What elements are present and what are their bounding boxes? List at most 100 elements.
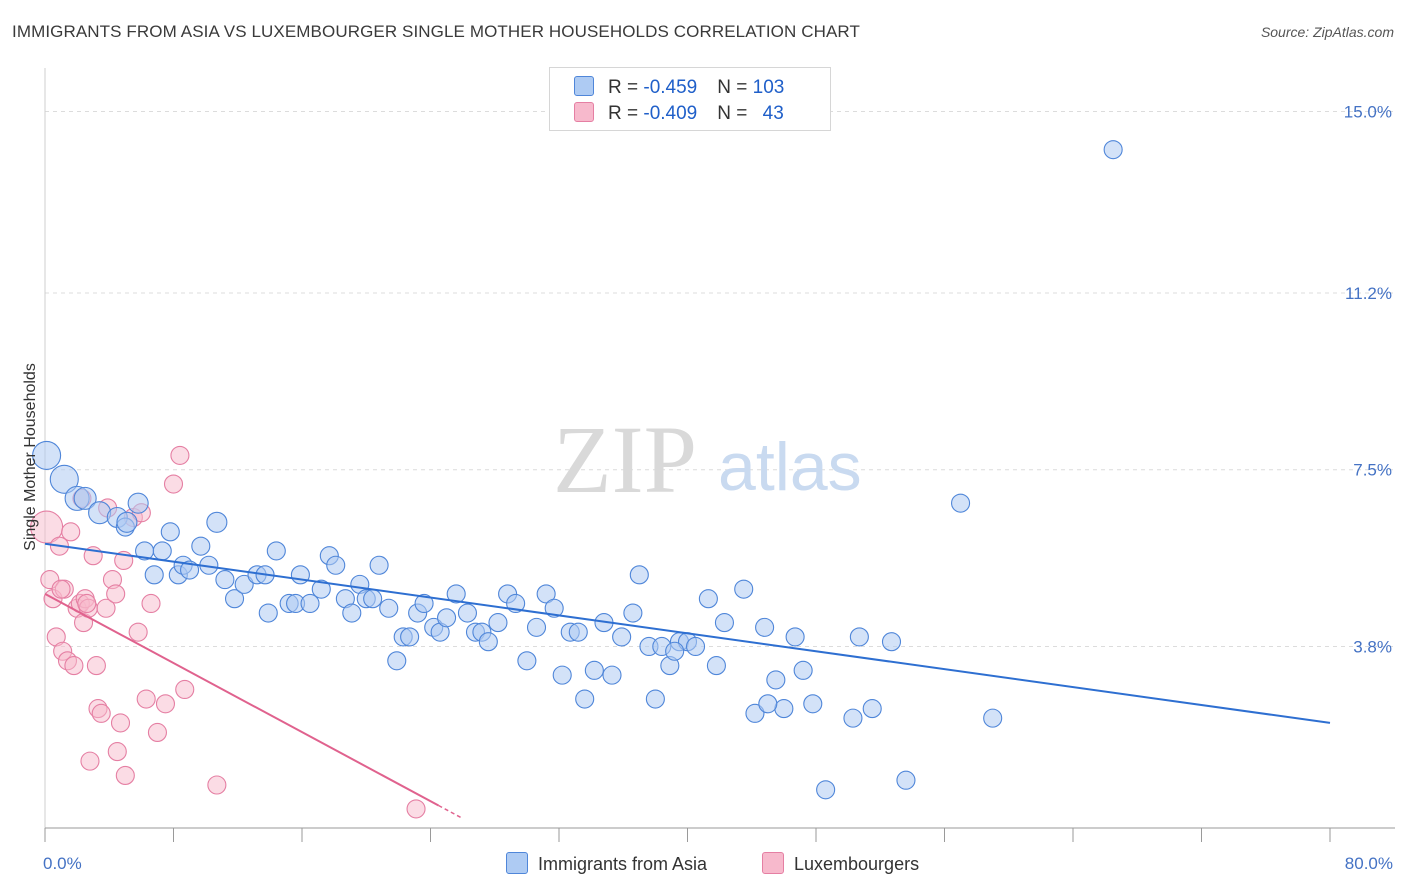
asia-point [457, 603, 477, 623]
luxembourgers-point [51, 579, 71, 599]
asia-point [326, 555, 346, 575]
asia-point [32, 440, 62, 470]
asia-point [896, 770, 916, 790]
luxembourgers-point [80, 751, 100, 771]
asia-trend-line [44, 542, 1331, 724]
luxembourgers-point [77, 593, 97, 614]
asia-point [73, 486, 97, 510]
asia-point [645, 689, 665, 709]
luxembourgers-point [155, 694, 176, 714]
watermark-atlas: atlas [718, 429, 862, 505]
asia-point [816, 780, 836, 800]
luxembourgers-trend-line [44, 593, 440, 807]
luxembourgers-point [96, 598, 116, 618]
legend-n-value: 43 [762, 103, 784, 124]
asia-point [629, 565, 649, 585]
legend-n-label: N = [717, 103, 753, 124]
asia-point [685, 636, 706, 657]
source-label: Source: ZipAtlas.com [1260, 24, 1394, 40]
luxembourgers-point [207, 775, 227, 795]
asia-point [951, 493, 971, 513]
legend-r-label: R = [608, 77, 644, 98]
asia-point [437, 608, 457, 628]
asia-point [526, 617, 547, 637]
trend-lines [44, 542, 1331, 820]
asia-point [785, 627, 805, 647]
asia-point [311, 579, 331, 599]
asia-point [152, 541, 172, 561]
asia-point [706, 656, 726, 676]
bottom-legend-label: Luxembourgers [794, 854, 920, 874]
legend-row-asia: R = -0.459 N = 103 [574, 76, 784, 100]
y-tick-label: 3.8% [1353, 637, 1392, 656]
asia-point [234, 574, 254, 594]
y-axis-label: Single Mother Households [22, 363, 39, 551]
luxembourgers-point [91, 703, 111, 723]
legend-swatch-asia [574, 76, 594, 96]
bottom-legend-label: Immigrants from Asia [538, 854, 708, 874]
asia-point [745, 703, 765, 723]
asia-point [206, 511, 228, 533]
chart-title: IMMIGRANTS FROM ASIA VS LUXEMBOURGER SIN… [12, 22, 860, 41]
legend-r-label: R = [608, 103, 644, 124]
bottom-legend-luxembourgers[interactable]: Luxembourgers [762, 852, 919, 875]
y-tick-labels: 3.8% 7.5% 11.2% 15.0% [1344, 102, 1392, 656]
asia-point [843, 708, 863, 728]
asia-point [127, 492, 149, 514]
asia-point [803, 694, 823, 714]
asia-point [849, 627, 869, 647]
asia-point [1103, 140, 1123, 160]
luxembourgers-point [163, 474, 184, 494]
luxembourgers-point [170, 445, 190, 465]
asia-point [258, 603, 278, 623]
bottom-legend-asia[interactable]: Immigrants from Asia [506, 852, 707, 875]
grid-lines [45, 110, 1395, 647]
asia-points [32, 140, 1123, 800]
asia-point [602, 665, 622, 685]
asia-point [766, 670, 786, 690]
asia-point [758, 694, 778, 714]
y-tick-label: 7.5% [1353, 461, 1392, 480]
asia-point [544, 598, 564, 618]
asia-point [734, 579, 754, 599]
asia-point [881, 632, 902, 652]
luxembourgers-point [136, 689, 156, 709]
asia-point [49, 464, 79, 494]
asia-point [793, 660, 813, 680]
luxembourgers-point [61, 522, 81, 542]
asia-point [387, 651, 407, 671]
x-tick-labels: 0.0% 80.0% [43, 854, 1393, 873]
asia-point [698, 589, 718, 609]
asia-point [983, 708, 1003, 728]
asia-point [116, 511, 138, 533]
asia-point [517, 651, 537, 671]
watermark-zip: ZIP [553, 406, 697, 513]
luxembourgers-point [147, 722, 167, 743]
asia-point [369, 555, 389, 575]
y-tick-label: 11.2% [1345, 284, 1392, 303]
asia-point [575, 689, 595, 709]
legend-r-value: -0.409 [643, 103, 698, 124]
correlation-legend: R = -0.459 N = 103 R = -0.409 N = 43 [549, 67, 831, 131]
asia-point [363, 589, 383, 609]
legend-swatch-luxembourgers [574, 102, 594, 122]
asia-point [379, 598, 399, 618]
asia-point [478, 632, 498, 652]
asia-point [862, 699, 882, 719]
asia-point [300, 593, 320, 614]
asia-point [342, 603, 362, 623]
asia-point [623, 603, 643, 623]
luxembourgers-point [175, 679, 195, 700]
asia-point [568, 622, 588, 642]
luxembourgers-trend-extension [438, 804, 463, 820]
asia-point [446, 584, 466, 604]
luxembourgers-point [64, 656, 84, 676]
asia-point [160, 522, 180, 542]
luxembourgers-point [115, 765, 135, 786]
asia-point [755, 617, 775, 637]
asia-point [774, 699, 794, 719]
y-tick-label: 15.0% [1344, 102, 1392, 121]
luxembourgers-point [86, 656, 106, 676]
legend-row-luxembourgers: R = -0.409 N = 43 [574, 102, 784, 126]
